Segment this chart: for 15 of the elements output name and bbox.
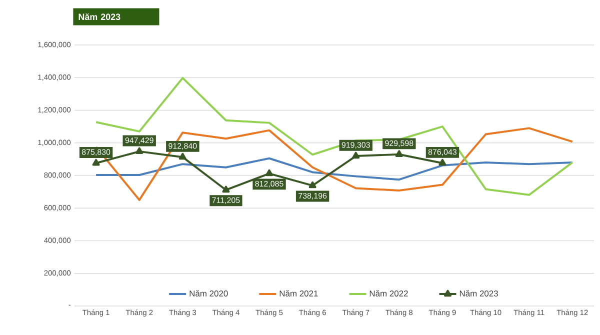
chart-title: Năm 2023 <box>78 13 120 20</box>
point <box>265 169 274 176</box>
point <box>352 152 360 159</box>
legend-label: Năm 2023 <box>460 290 498 296</box>
point <box>136 147 144 154</box>
line-series <box>95 157 574 181</box>
legend-label: Năm 2022 <box>370 290 408 296</box>
point <box>222 186 230 193</box>
point <box>178 152 186 160</box>
legend-label: Năm 2021 <box>280 290 318 296</box>
point <box>438 158 446 166</box>
point <box>308 181 316 188</box>
legend-label: Năm 2020 <box>190 290 228 296</box>
point <box>395 150 403 157</box>
point <box>92 158 100 166</box>
